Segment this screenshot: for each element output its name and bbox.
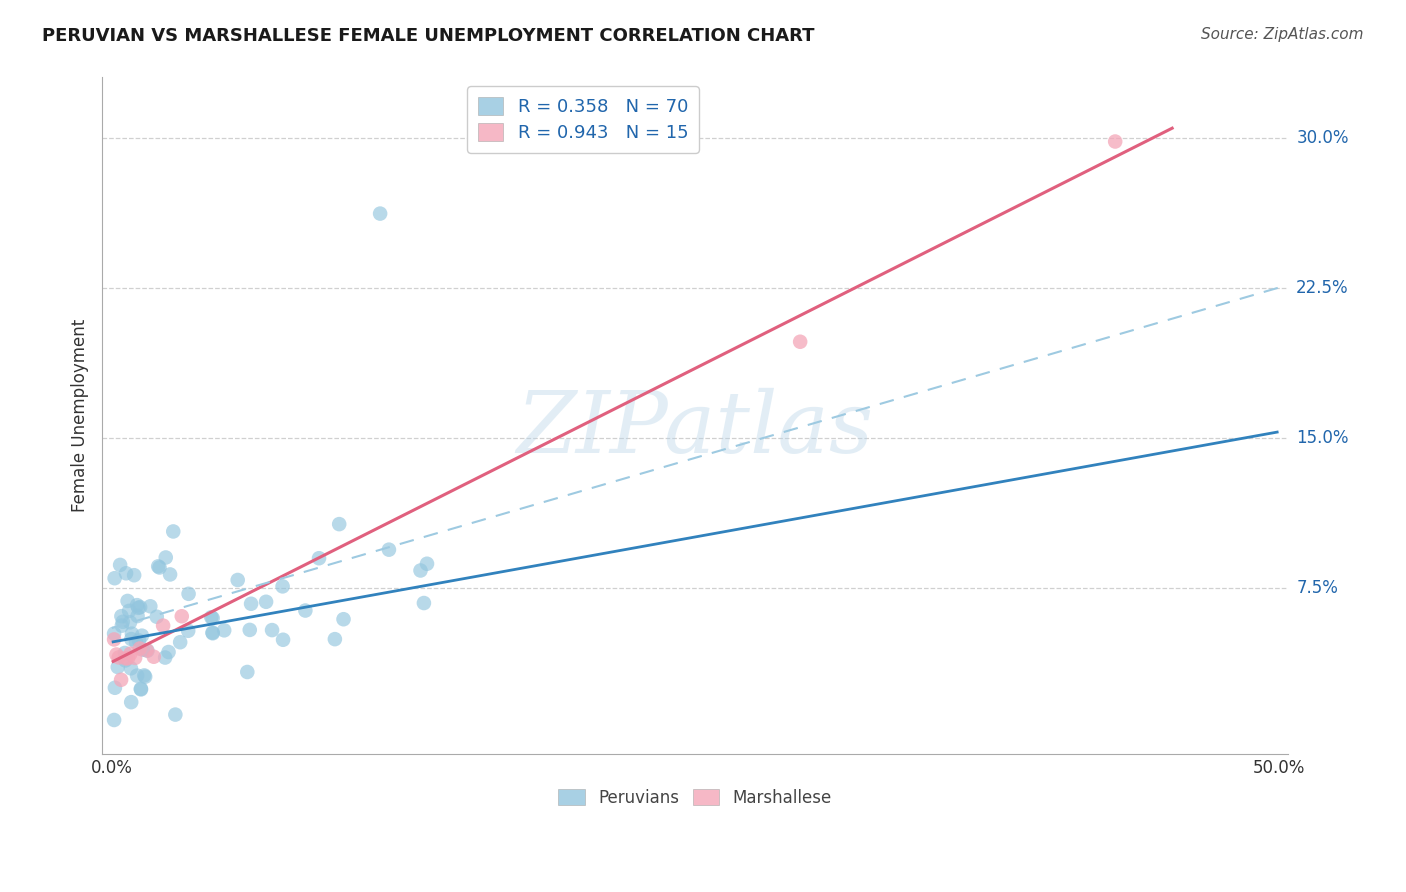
Point xyxy=(124,651,146,665)
Text: Source: ZipAtlas.com: Source: ZipAtlas.com xyxy=(1201,27,1364,42)
Point xyxy=(104,681,127,695)
Point xyxy=(177,587,200,601)
Point xyxy=(108,558,131,572)
Point xyxy=(142,649,165,664)
Point xyxy=(125,635,148,649)
Text: 30.0%: 30.0% xyxy=(1296,128,1348,146)
Text: 15.0%: 15.0% xyxy=(1296,429,1348,447)
Point xyxy=(413,596,436,610)
Point xyxy=(121,626,143,640)
Point xyxy=(271,632,294,647)
Point xyxy=(129,682,152,697)
Y-axis label: Female Unemployment: Female Unemployment xyxy=(72,319,89,512)
Point xyxy=(103,632,125,647)
Point xyxy=(332,612,354,626)
Text: ZIPatlas: ZIPatlas xyxy=(516,388,873,471)
Point xyxy=(128,641,150,656)
Point xyxy=(153,650,176,665)
Point xyxy=(129,681,152,696)
Point xyxy=(148,559,170,574)
Text: 7.5%: 7.5% xyxy=(1296,579,1339,597)
Point xyxy=(134,670,156,684)
Point xyxy=(308,551,330,566)
Point xyxy=(201,625,224,640)
Point xyxy=(148,560,170,574)
Point xyxy=(103,713,125,727)
Point xyxy=(127,609,149,624)
Point xyxy=(131,629,153,643)
Point xyxy=(125,598,148,612)
Point xyxy=(115,566,138,581)
Point xyxy=(157,645,180,659)
Point xyxy=(170,609,193,624)
Point xyxy=(127,668,149,682)
Point xyxy=(114,651,136,665)
Point xyxy=(139,599,162,614)
Point xyxy=(107,650,129,665)
Point xyxy=(162,524,184,539)
Point xyxy=(271,579,294,593)
Point xyxy=(145,609,167,624)
Point xyxy=(110,673,132,687)
Point xyxy=(120,615,142,630)
Point xyxy=(114,646,136,660)
Point xyxy=(128,633,150,648)
Point xyxy=(240,597,263,611)
Point xyxy=(328,517,350,532)
Point xyxy=(155,550,177,565)
Point xyxy=(165,707,187,722)
Point xyxy=(107,660,129,674)
Point xyxy=(212,624,235,638)
Point xyxy=(789,334,811,349)
Point xyxy=(201,626,224,640)
Point xyxy=(1104,135,1126,149)
Point xyxy=(169,635,191,649)
Point xyxy=(201,611,224,625)
Legend: Peruvians, Marshallese: Peruvians, Marshallese xyxy=(551,782,838,814)
Point xyxy=(129,600,152,615)
Point xyxy=(120,695,142,709)
Point xyxy=(200,610,222,624)
Point xyxy=(262,623,284,637)
Point xyxy=(117,594,139,608)
Point xyxy=(117,651,139,665)
Point xyxy=(236,665,259,679)
Point xyxy=(111,615,134,629)
Point xyxy=(105,648,128,662)
Point xyxy=(368,206,391,220)
Point xyxy=(177,624,200,638)
Point xyxy=(254,595,277,609)
Point xyxy=(226,573,249,587)
Point xyxy=(239,623,262,637)
Point xyxy=(134,668,156,682)
Point xyxy=(127,600,149,615)
Point xyxy=(323,632,346,647)
Point xyxy=(152,618,174,632)
Point xyxy=(409,564,432,578)
Point xyxy=(294,603,316,617)
Point xyxy=(378,542,401,557)
Point xyxy=(132,642,155,657)
Point xyxy=(122,568,145,582)
Text: 22.5%: 22.5% xyxy=(1296,278,1348,297)
Point xyxy=(136,644,159,658)
Point xyxy=(104,571,127,585)
Point xyxy=(120,661,142,675)
Point xyxy=(114,653,136,667)
Point xyxy=(120,632,142,646)
Point xyxy=(111,618,134,632)
Point xyxy=(159,567,181,582)
Text: PERUVIAN VS MARSHALLESE FEMALE UNEMPLOYMENT CORRELATION CHART: PERUVIAN VS MARSHALLESE FEMALE UNEMPLOYM… xyxy=(42,27,814,45)
Point xyxy=(110,609,132,624)
Point xyxy=(416,557,439,571)
Point xyxy=(103,626,125,640)
Point xyxy=(118,604,141,618)
Point xyxy=(135,643,157,657)
Point xyxy=(120,647,142,661)
